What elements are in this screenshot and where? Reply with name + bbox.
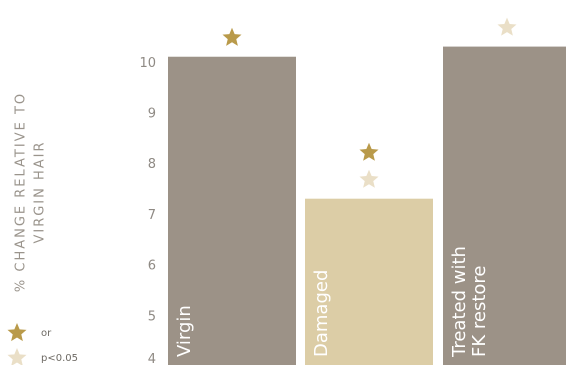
star-gold-icon <box>7 323 27 342</box>
y-axis-ticks: 4 5 6 7 8 9 10 <box>139 56 156 365</box>
star-light-icon <box>7 348 27 365</box>
y-axis-label-line-1: % CHANGE RELATIVE TO <box>14 92 29 292</box>
y-tick-label: 5 <box>148 309 156 324</box>
y-tick-label: 10 <box>139 56 156 71</box>
y-axis-label: % CHANGE RELATIVE TO VIRGIN HAIR <box>14 92 48 292</box>
legend: or p<0.05 <box>7 323 78 365</box>
bar-label: Damaged <box>311 270 332 357</box>
bar-label: Virgin <box>174 305 195 357</box>
bar-virgin <box>168 56 296 365</box>
y-tick-label: 4 <box>148 352 156 365</box>
star-gold-icon <box>222 27 242 46</box>
bar-treated-with-fk-restore <box>443 46 566 365</box>
star-light-icon <box>497 17 517 36</box>
bar-damaged <box>305 198 433 365</box>
star-gold-icon <box>359 142 379 161</box>
bar-label: FK restore <box>469 266 490 358</box>
y-tick-label: 7 <box>148 208 156 223</box>
y-tick-label: 8 <box>148 157 156 172</box>
significance-stars <box>222 17 517 188</box>
star-light-icon <box>359 169 379 188</box>
y-axis-label-line-2: VIRGIN HAIR <box>33 140 48 243</box>
y-tick-label: 6 <box>148 259 156 274</box>
bars: Virgin Damaged Treated with FK restore <box>168 46 566 365</box>
bar-label: Treated with <box>449 246 470 358</box>
y-tick-label: 9 <box>148 107 156 122</box>
legend-label-or: or <box>41 328 52 339</box>
legend-label-pvalue: p<0.05 <box>41 353 78 364</box>
